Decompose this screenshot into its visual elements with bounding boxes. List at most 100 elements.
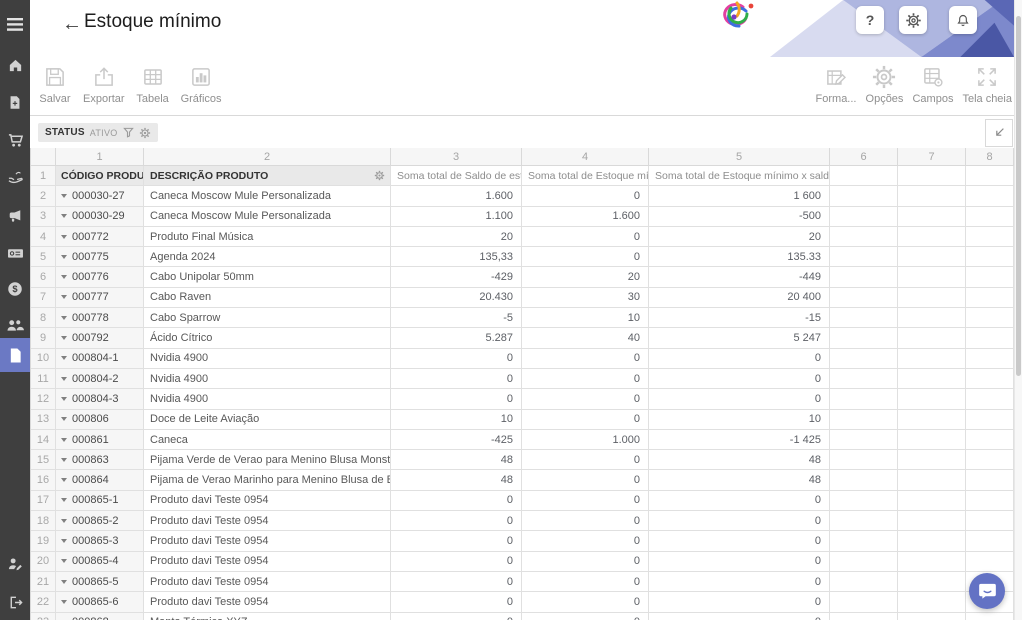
estoque-minimo-x-saldo-cell[interactable]: 48 [649, 470, 830, 491]
home-icon[interactable] [0, 50, 30, 80]
estoque-minimo-cell[interactable]: 30 [522, 287, 649, 309]
estoque-minimo-cell[interactable]: 0 [522, 490, 649, 512]
estoque-minimo-x-saldo-cell[interactable]: 48 [649, 450, 830, 471]
product-code-cell[interactable]: 000804-2 [56, 368, 144, 390]
table-row[interactable]: 2 000030-27 Caneca Moscow Mule Personali… [31, 186, 1014, 207]
options-button[interactable]: Opções [865, 64, 903, 105]
product-desc-cell[interactable]: Pijama Verde de Verao para Menino Blusa … [144, 450, 391, 471]
estoque-minimo-x-saldo-cell[interactable]: -449 [649, 267, 830, 288]
product-code-cell[interactable]: 000804-1 [56, 348, 144, 369]
col-index-7[interactable]: 7 [898, 148, 966, 166]
estoque-minimo-x-saldo-cell[interactable]: 20 400 [649, 287, 830, 309]
saldo-estoque-cell[interactable]: 0 [391, 368, 522, 390]
estoque-minimo-cell[interactable]: 0 [522, 592, 649, 613]
estoque-minimo-cell[interactable]: 1.000 [522, 429, 649, 451]
product-desc-cell[interactable]: Ácido Cítrico [144, 328, 391, 349]
collapse-triangle-icon[interactable] [61, 376, 67, 381]
table-row[interactable]: 23 000868 Manta Térmica XYZ 0 0 0 [31, 612, 1014, 620]
estoque-minimo-cell[interactable]: 0 [522, 511, 649, 532]
col-index-5[interactable]: 5 [649, 148, 830, 166]
col-index-8[interactable]: 8 [966, 148, 1014, 166]
product-desc-cell[interactable]: Cabo Sparrow [144, 308, 391, 329]
cart-icon[interactable] [0, 125, 30, 155]
collapse-triangle-icon[interactable] [61, 538, 67, 543]
estoque-minimo-cell[interactable]: 0 [522, 409, 649, 430]
product-code-cell[interactable]: 000865-4 [56, 551, 144, 572]
saldo-estoque-cell[interactable]: 0 [391, 571, 522, 593]
table-row[interactable]: 15 000863 Pijama Verde de Verao para Men… [31, 450, 1014, 471]
filter-funnel-icon[interactable] [122, 127, 134, 138]
estoque-minimo-cell[interactable]: 0 [522, 470, 649, 491]
product-code-cell[interactable]: 000865-3 [56, 531, 144, 552]
estoque-minimo-cell[interactable]: 0 [522, 348, 649, 369]
header-descricao-produto[interactable]: DESCRIÇÃO PRODUTO [144, 166, 391, 187]
back-button[interactable]: ← [62, 13, 82, 35]
product-desc-cell[interactable]: Produto Final Música [144, 226, 391, 248]
scrollbar-thumb[interactable] [1016, 16, 1021, 376]
collapse-triangle-icon[interactable] [61, 457, 67, 462]
product-desc-cell[interactable]: Pijama de Verao Marinho para Menino Blus… [144, 470, 391, 491]
saldo-estoque-cell[interactable]: 0 [391, 389, 522, 410]
estoque-minimo-x-saldo-cell[interactable]: 1 600 [649, 186, 830, 207]
product-desc-cell[interactable]: Nvidia 4900 [144, 368, 391, 390]
table-row[interactable]: 3 000030-29 Caneca Moscow Mule Personali… [31, 206, 1014, 227]
estoque-minimo-x-saldo-cell[interactable]: 0 [649, 389, 830, 410]
product-code-cell[interactable]: 000865-5 [56, 571, 144, 593]
status-filter-chip[interactable]: STATUS ATIVO [38, 123, 158, 142]
product-desc-cell[interactable]: Manta Térmica XYZ [144, 612, 391, 620]
collapse-triangle-icon[interactable] [61, 599, 67, 604]
collapse-triangle-icon[interactable] [61, 214, 67, 219]
estoque-minimo-x-saldo-cell[interactable]: 135.33 [649, 247, 830, 268]
minimize-grid-button[interactable] [985, 119, 1013, 147]
table-row[interactable]: 20 000865-4 Produto davi Teste 0954 0 0 … [31, 551, 1014, 572]
collapse-triangle-icon[interactable] [61, 559, 67, 564]
filter-gear-icon[interactable] [139, 127, 151, 139]
descricao-gear-icon[interactable] [374, 170, 385, 181]
export-button[interactable]: Exportar [83, 64, 125, 105]
product-code-cell[interactable]: 000861 [56, 429, 144, 451]
estoque-minimo-cell[interactable]: 10 [522, 308, 649, 329]
table-row[interactable]: 16 000864 Pijama de Verao Marinho para M… [31, 470, 1014, 491]
col-index-4[interactable]: 4 [522, 148, 649, 166]
saldo-estoque-cell[interactable]: 1.100 [391, 206, 522, 227]
estoque-minimo-x-saldo-cell[interactable]: 10 [649, 409, 830, 430]
table-row[interactable]: 18 000865-2 Produto davi Teste 0954 0 0 … [31, 511, 1014, 532]
col-index-1[interactable]: 1 [56, 148, 144, 166]
collapse-triangle-icon[interactable] [61, 336, 67, 341]
help-button[interactable]: ? [856, 6, 884, 34]
table-row[interactable]: 17 000865-1 Produto davi Teste 0954 0 0 … [31, 490, 1014, 512]
table-row[interactable]: 12 000804-3 Nvidia 4900 0 0 0 [31, 389, 1014, 410]
estoque-minimo-x-saldo-cell[interactable]: 0 [649, 551, 830, 572]
header-estoque-minimo[interactable]: Soma total de Estoque mínimo [522, 166, 649, 187]
saldo-estoque-cell[interactable]: 135,33 [391, 247, 522, 268]
estoque-minimo-cell[interactable]: 0 [522, 551, 649, 572]
estoque-minimo-x-saldo-cell[interactable]: 0 [649, 531, 830, 552]
saldo-estoque-cell[interactable]: 1.600 [391, 186, 522, 207]
collapse-triangle-icon[interactable] [61, 356, 67, 361]
product-desc-cell[interactable]: Produto davi Teste 0954 [144, 592, 391, 613]
banknote-icon[interactable] [0, 238, 30, 268]
header-estoque-minimo-x-saldo[interactable]: Soma total de Estoque mínimo x saldo de … [649, 166, 830, 187]
megaphone-icon[interactable] [0, 200, 30, 230]
col-index-6[interactable]: 6 [830, 148, 898, 166]
sidebar-item-reports[interactable] [0, 338, 30, 372]
product-desc-cell[interactable]: Produto davi Teste 0954 [144, 551, 391, 572]
product-code-cell[interactable]: 000776 [56, 267, 144, 288]
estoque-minimo-cell[interactable]: 0 [522, 389, 649, 410]
estoque-minimo-x-saldo-cell[interactable]: 0 [649, 368, 830, 390]
product-code-cell[interactable]: 000775 [56, 247, 144, 268]
estoque-minimo-cell[interactable]: 1.600 [522, 206, 649, 227]
collapse-triangle-icon[interactable] [61, 315, 67, 320]
header-codigo-produto[interactable]: CÓDIGO PRODUTO [56, 166, 144, 187]
saldo-estoque-cell[interactable]: 0 [391, 612, 522, 620]
estoque-minimo-cell[interactable]: 0 [522, 450, 649, 471]
product-code-cell[interactable]: 000777 [56, 287, 144, 309]
dollar-icon[interactable]: $ [0, 274, 30, 304]
saldo-estoque-cell[interactable]: 10 [391, 409, 522, 430]
estoque-minimo-cell[interactable]: 20 [522, 267, 649, 288]
estoque-minimo-cell[interactable]: 40 [522, 328, 649, 349]
table-row[interactable]: 4 000772 Produto Final Música 20 0 20 [31, 226, 1014, 248]
estoque-minimo-cell[interactable]: 0 [522, 612, 649, 620]
product-code-cell[interactable]: 000865-2 [56, 511, 144, 532]
product-desc-cell[interactable]: Cabo Raven [144, 287, 391, 309]
